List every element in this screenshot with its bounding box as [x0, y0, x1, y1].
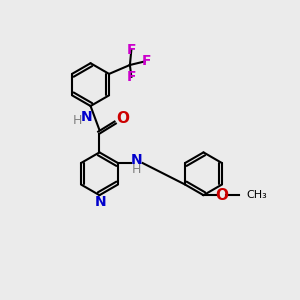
Text: N: N [81, 110, 92, 124]
Text: O: O [215, 188, 228, 203]
Text: F: F [142, 54, 151, 68]
Text: N: N [94, 195, 106, 209]
Text: O: O [116, 111, 129, 126]
Text: F: F [127, 70, 136, 84]
Text: N: N [131, 153, 142, 167]
Text: H: H [73, 114, 83, 127]
Text: H: H [132, 163, 141, 176]
Text: CH₃: CH₃ [246, 190, 267, 200]
Text: F: F [127, 43, 136, 56]
